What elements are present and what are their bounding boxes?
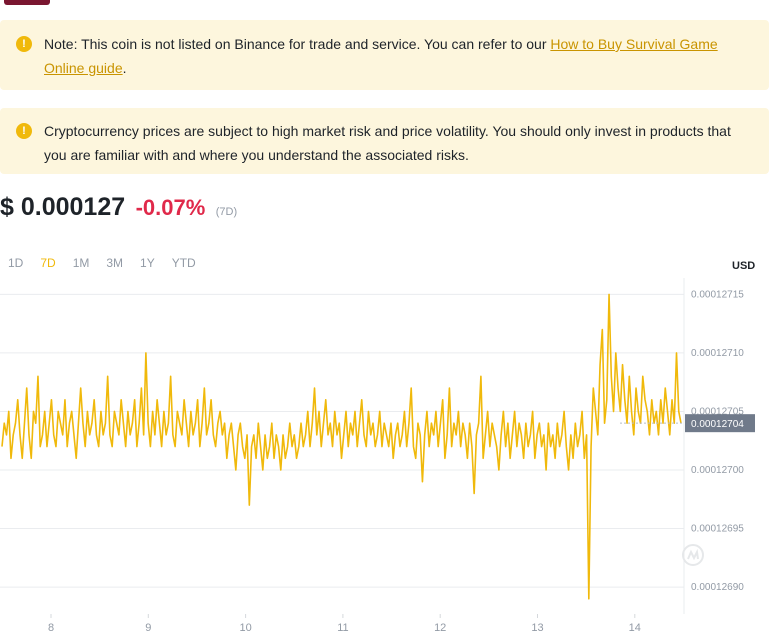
x-axis: 8 9 10 11 12 13 14 (48, 614, 641, 634)
currency-label: USD (732, 260, 756, 272)
change-period: (7D) (215, 206, 238, 218)
y-tick-label: 0.00012695 (691, 524, 744, 535)
x-tick-label: 14 (629, 622, 641, 634)
range-3m-button[interactable]: 3M (106, 256, 124, 270)
risk-notice: ! Cryptocurrency prices are subject to h… (0, 108, 769, 174)
price-change: -0.07% (135, 195, 206, 220)
x-tick-label: 10 (239, 622, 251, 634)
x-tick-label: 9 (145, 622, 151, 634)
coin-banner-image (4, 0, 50, 5)
listing-notice-end: . (122, 60, 127, 76)
time-range-selector: 1D 7D 1M 3M 1Y YTD (8, 256, 213, 270)
range-1y-button[interactable]: 1Y (140, 256, 155, 270)
x-tick-label: 11 (337, 622, 348, 634)
chart-line-layer (1, 293, 682, 600)
range-1d-button[interactable]: 1D (8, 256, 24, 270)
range-7d-button[interactable]: 7D (40, 256, 56, 270)
range-ytd-button[interactable]: YTD (171, 256, 196, 270)
x-tick-label: 12 (434, 622, 446, 634)
y-tick-label: 0.00012710 (691, 348, 744, 359)
how-to-buy-guide-link[interactable]: How to Buy Survival Game Online guide (44, 36, 718, 76)
listing-notice-text: Note: This coin is not listed on Binance… (44, 36, 551, 52)
current-price-marker: 0.00012704 (620, 414, 755, 433)
warning-icon: ! (16, 36, 32, 52)
current-price-tag-label: 0.00012704 (691, 419, 744, 430)
range-1m-button[interactable]: 1M (72, 256, 90, 270)
y-tick-label: 0.00012705 (691, 406, 744, 417)
warning-icon: ! (16, 123, 32, 139)
x-tick-label: 13 (531, 622, 543, 634)
y-tick-label: 0.00012700 (691, 465, 744, 476)
listing-notice: ! Note: This coin is not listed on Binan… (0, 20, 769, 90)
x-tick-label: 8 (48, 622, 54, 634)
current-price: $ 0.000127 (0, 193, 126, 221)
y-axis: 0.00012715 0.00012710 0.00012705 0.00012700… (691, 289, 744, 593)
risk-notice-text: Cryptocurrency prices are subject to hig… (44, 123, 731, 163)
price-line (1, 293, 682, 600)
coinmarketcap-icon (682, 544, 704, 566)
y-tick-label: 0.00012715 (691, 289, 744, 300)
y-tick-label: 0.00012690 (691, 582, 744, 593)
price-summary: $ 0.000127 -0.07% (7D) (0, 193, 237, 227)
current-price-tag (685, 414, 755, 433)
price-chart[interactable]: 0.00012715 0.00012710 0.00012705 0.00012700… (0, 278, 783, 639)
